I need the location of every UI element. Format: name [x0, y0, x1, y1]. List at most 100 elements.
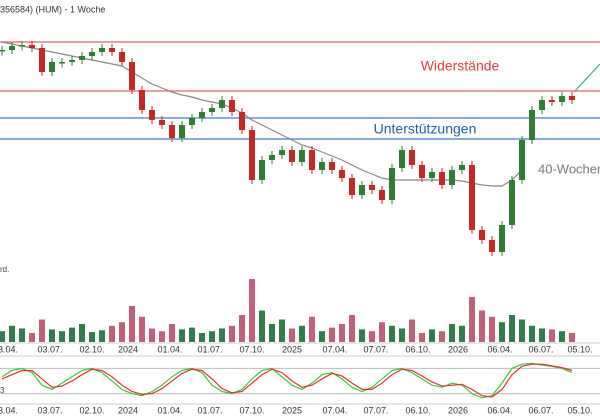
candle	[439, 172, 445, 185]
x-tick-label: 01.04.	[157, 405, 182, 415]
volume-bar	[259, 310, 265, 342]
candle	[369, 185, 375, 190]
volume-bar	[339, 324, 345, 342]
candle	[0, 50, 5, 52]
x-tick-label: 07.04.	[322, 405, 347, 415]
x-tick-label: 06.07.	[528, 344, 553, 354]
volume-bar	[49, 329, 55, 342]
volume-bar	[169, 324, 175, 342]
candle	[389, 168, 395, 200]
x-tick-label: 02.10.	[79, 405, 104, 415]
candle	[419, 165, 425, 178]
volume-bar	[149, 328, 155, 342]
candle	[99, 48, 105, 52]
volume-bar	[379, 322, 385, 342]
candle	[409, 150, 415, 165]
candle	[399, 150, 405, 168]
x-tick-label: 07.04.	[322, 344, 347, 354]
volume-bar	[109, 325, 115, 342]
volume-bar	[489, 316, 495, 342]
candle	[479, 230, 485, 240]
volume-bar	[139, 316, 145, 342]
candle	[509, 180, 515, 225]
x-tick-label: 2026	[448, 405, 468, 415]
x-tick-label: 2024	[118, 405, 138, 415]
volume-bar	[29, 333, 35, 342]
volume-bar	[449, 324, 455, 342]
x-tick-label: 01.07.	[197, 344, 222, 354]
volume-label: rd.	[0, 265, 9, 274]
candle	[139, 90, 145, 110]
x-tick-label: 2025	[282, 405, 302, 415]
volume-bar	[129, 306, 135, 342]
volume-bar	[179, 329, 185, 342]
x-tick-label: 2025	[282, 344, 302, 354]
candle	[89, 52, 95, 56]
volume-bar	[409, 319, 415, 342]
volume-bar	[119, 322, 125, 342]
x-tick-label: 03.07.	[37, 344, 62, 354]
candle	[229, 100, 235, 112]
candle	[39, 48, 45, 72]
candle	[359, 185, 365, 195]
volume-bar	[419, 333, 425, 342]
candle	[189, 118, 195, 125]
volume-bar	[289, 328, 295, 342]
x-tick-label: 01.07.	[197, 405, 222, 415]
candle	[519, 140, 525, 180]
volume-bar	[559, 331, 565, 342]
candle	[299, 150, 305, 162]
volume-bar	[59, 331, 65, 342]
volume-bar	[99, 330, 105, 342]
volume-bar	[509, 315, 515, 342]
ma-label: 40-Wochen	[538, 161, 600, 176]
volume-bar	[329, 327, 335, 342]
candle	[429, 172, 435, 178]
volume-bar	[229, 325, 235, 342]
candle	[529, 110, 535, 140]
x-tick-label: 07.10.	[239, 405, 264, 415]
volume-bar	[189, 327, 195, 342]
candle	[549, 100, 555, 102]
candle	[129, 62, 135, 90]
candle	[449, 170, 455, 185]
candle	[499, 225, 505, 252]
candle	[259, 160, 265, 180]
volume-bar	[219, 328, 225, 342]
volume-bar	[299, 325, 305, 342]
volume-bar	[499, 322, 505, 342]
candle	[169, 125, 175, 138]
volume-bar	[79, 324, 85, 342]
volume-bar	[239, 315, 245, 342]
candle	[19, 45, 25, 47]
candle	[339, 170, 345, 178]
candle	[79, 56, 85, 60]
volume-bar	[209, 331, 215, 342]
volume-bar	[479, 310, 485, 342]
candle	[9, 46, 15, 50]
volume-bar	[319, 331, 325, 342]
stochastic-line	[1, 363, 573, 398]
candle	[119, 52, 125, 62]
candle	[349, 178, 355, 195]
volume-bar	[439, 331, 445, 342]
trend-line	[573, 63, 600, 93]
x-tick-label: 06.07.	[528, 405, 553, 415]
volume-bar	[0, 331, 5, 342]
x-tick-label: 3.04.	[0, 405, 18, 415]
candle	[109, 48, 115, 52]
candle	[209, 108, 215, 112]
stochastic-line	[1, 362, 573, 399]
x-tick-label: 2024	[118, 344, 138, 354]
volume-bar	[529, 325, 535, 342]
volume-bar	[369, 331, 375, 342]
candle	[469, 165, 475, 230]
volume-bar	[549, 329, 555, 342]
volume-bar	[309, 316, 315, 342]
candle	[49, 62, 55, 72]
volume-bar	[269, 324, 275, 342]
candle	[559, 96, 565, 102]
